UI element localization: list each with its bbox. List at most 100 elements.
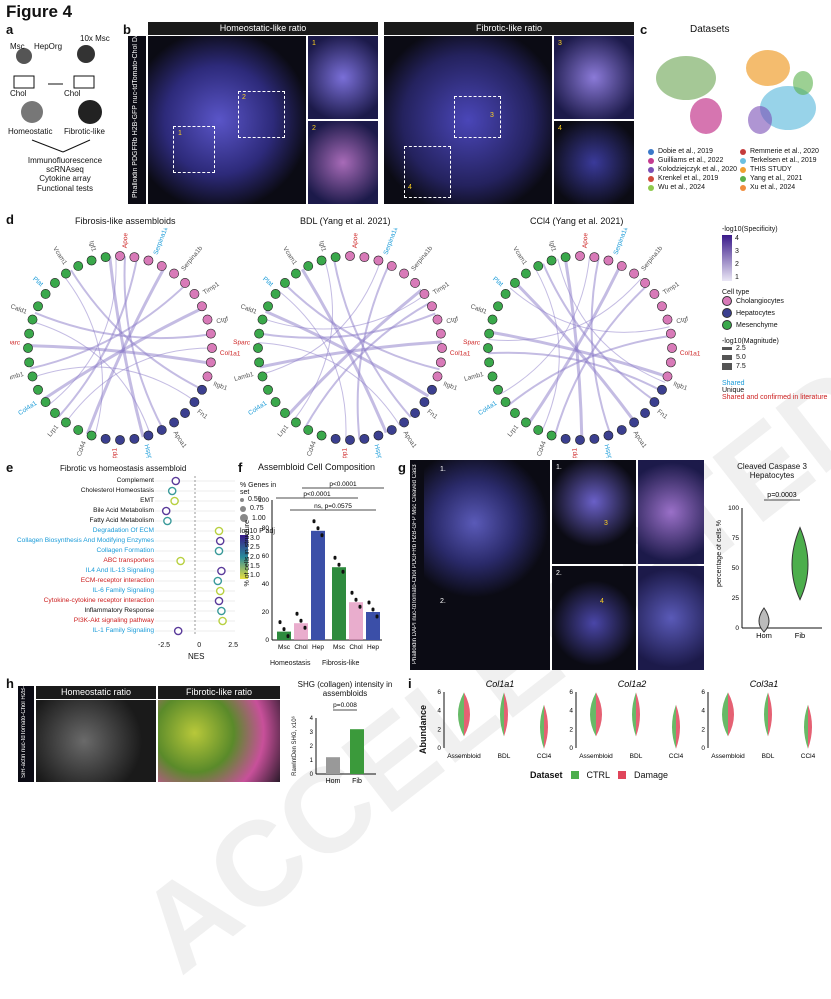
gene-label: Hspg2 — [143, 444, 155, 458]
composition-title: Assembloid Cell Composition — [258, 462, 376, 472]
bar-point — [367, 601, 371, 605]
chord-link — [261, 261, 381, 375]
gene-title: Col1a1 — [486, 679, 515, 689]
chord-link — [332, 257, 412, 418]
header-homeostatic: Homeostatic-like ratio — [148, 22, 378, 35]
panel-label-i: i — [408, 676, 412, 691]
gene-label: Serpina1b — [410, 245, 434, 273]
ctrl-swatch — [570, 771, 579, 779]
panel-g-side-label-strip: Phalloidin DAPI nuc-tdTomato-Chol PDGFRb… — [410, 460, 424, 670]
x-tick-label: BDL — [630, 753, 643, 760]
chord-node — [546, 430, 557, 441]
chord-node — [487, 314, 498, 325]
legend-dot — [740, 148, 746, 155]
chord-link — [63, 275, 103, 437]
chord-link — [488, 278, 642, 341]
g-num-3: 3 — [604, 520, 608, 527]
chord-node — [270, 397, 281, 407]
chord-node — [86, 430, 97, 441]
specificity-scale: 4 3 2 1 — [722, 235, 830, 281]
chord-node — [202, 314, 213, 325]
datasets-legend-right: Remmerie et al., 2020 Terkelsen et al., … — [740, 148, 830, 193]
x-tick-label: CCl4 — [537, 753, 552, 760]
gsea-term-list: Complement Cholesterol Homeostasis EMT Bile… — [4, 476, 154, 636]
sig-label: ns, p=0.0575 — [314, 503, 352, 510]
legend-item: Guilliams et al., 2022 — [648, 157, 738, 164]
chol-label-2: Chol — [64, 89, 81, 98]
chord-node — [667, 343, 677, 353]
color-scale: 3.0 2.5 2.0 1.5 1.0 — [240, 535, 280, 579]
gene-label: Hspg2 — [603, 444, 615, 458]
chord-node — [629, 417, 639, 428]
gene-label: Plat — [261, 276, 274, 289]
gene-label: Serpina1a — [153, 228, 170, 256]
composition-ylabel: % of cells in structure — [244, 520, 251, 587]
gene-label: Vcam1 — [281, 246, 298, 267]
umap-scatter — [656, 50, 816, 134]
inset-num-1: 1 — [312, 40, 316, 47]
gene-label: Cald1 — [239, 303, 258, 316]
chord-node — [202, 371, 213, 382]
legend-label: Guilliams et al., 2022 — [658, 157, 724, 164]
chord-node — [345, 435, 355, 445]
gsea-point — [167, 486, 177, 496]
gsea-point — [171, 476, 181, 486]
size-dot — [240, 497, 244, 502]
y-tick-label: 2 — [569, 726, 573, 733]
header-fibrotic: Fibrotic-like ratio — [384, 22, 634, 35]
gene-label: Fn1 — [426, 408, 439, 421]
caspase-violin-plot: 0 25 50 75 100 Hom Fib p=0.0003 — [728, 492, 822, 640]
chord-node — [27, 371, 38, 382]
tick: 1.5 — [250, 562, 260, 570]
tick: -2.5 — [158, 642, 171, 649]
msc-label: Msc — [10, 42, 25, 51]
panel-label-e: e — [6, 460, 14, 475]
panel-b-side-label-strip: Phalloidin PDGFRb H2B-GFP nuc-tdTomato-C… — [128, 36, 146, 204]
chord-link — [303, 301, 431, 429]
legend-item: Yang et al., 2021 — [740, 175, 830, 182]
x-tick-label: Hep — [312, 644, 324, 651]
bar — [277, 631, 291, 640]
violin-ctrl — [632, 692, 636, 737]
chord-title-1: Fibrosis-like assembloids — [75, 216, 176, 226]
fibrotic-label: Fibrotic-like — [64, 127, 105, 136]
chord-node — [129, 433, 140, 444]
chord-node — [432, 314, 443, 325]
chord-node — [143, 430, 154, 441]
gsea-point — [170, 496, 179, 506]
gsea-term-label: Collagen Biosynthesis And Modifying Enzy… — [16, 537, 154, 544]
chord-node — [386, 425, 397, 435]
gene-label: Plat — [491, 276, 504, 289]
chord-node — [560, 433, 571, 444]
y-tick-label: 25 — [732, 595, 740, 602]
legend-label: Dobie et al., 2019 — [658, 148, 713, 155]
gsea-term-label: Cytokine-cytokine receptor interaction — [43, 597, 154, 604]
sig-label: p=0.008 — [333, 702, 357, 709]
bar-point — [295, 612, 299, 616]
micrograph-caspase-1 — [552, 460, 636, 564]
legend-dot — [740, 184, 746, 191]
gene-label: Apoa1 — [632, 430, 648, 450]
chord-link — [31, 321, 151, 435]
chord-link — [65, 347, 213, 423]
gsea-term-label: ABC transporters — [103, 557, 154, 564]
chord-node — [493, 301, 503, 312]
chord-node — [180, 408, 190, 418]
tick: 0 — [197, 642, 202, 649]
chord-node — [484, 357, 495, 368]
size-label: 0.50 — [248, 496, 262, 503]
y-tick-label: 0 — [701, 745, 705, 752]
x-tick-label: Assembloid — [447, 753, 481, 760]
main-num-1: 1 — [178, 130, 182, 137]
violin-ctrl — [590, 692, 596, 737]
damage-swatch — [618, 771, 627, 779]
chord-node — [657, 384, 667, 395]
chord-node — [24, 328, 35, 339]
heporg-label: HepOrg — [34, 42, 63, 51]
gsea-point — [217, 606, 226, 616]
celltype-label: Cholangiocytes — [736, 297, 784, 305]
tick: 2.0 — [250, 553, 260, 561]
tick: 2 — [735, 261, 739, 268]
inset-box-1 — [173, 126, 215, 173]
gene-label: Spp1 — [111, 447, 119, 458]
